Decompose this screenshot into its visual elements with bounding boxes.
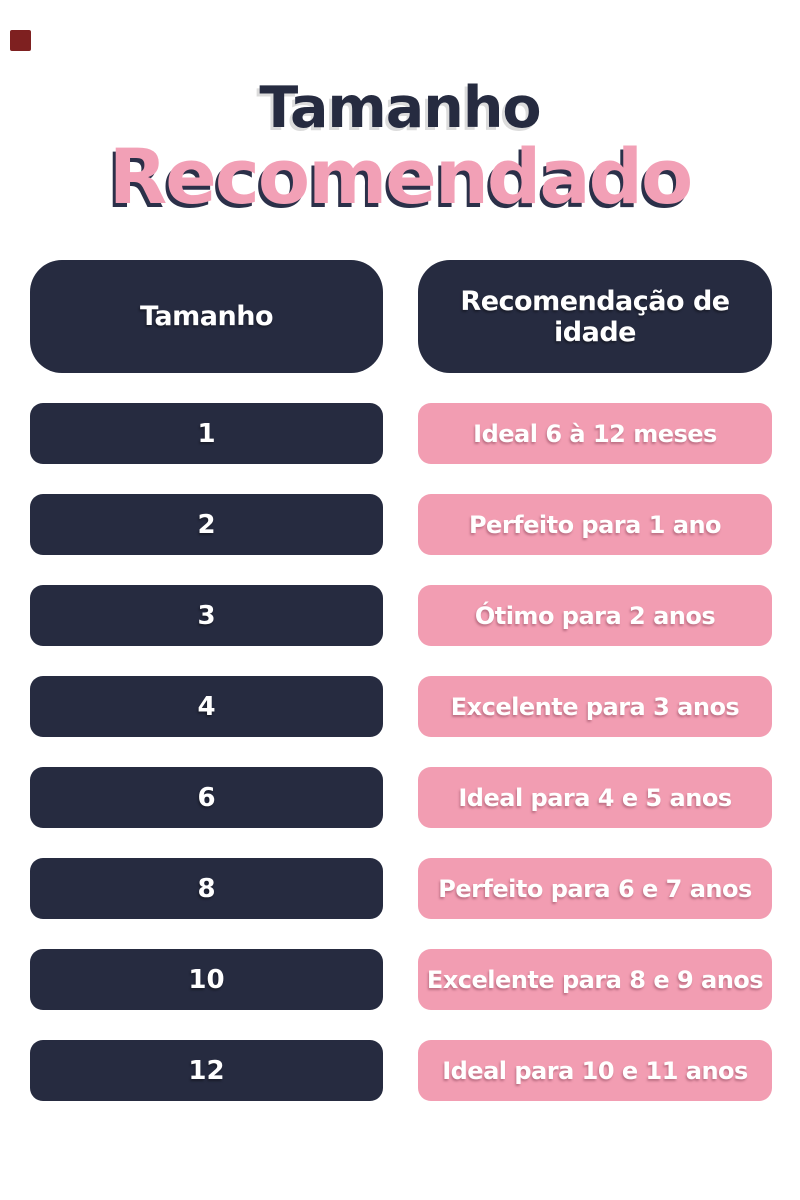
size-table: Tamanho Recomendação de idade 1 Ideal 6 … xyxy=(30,260,772,1101)
size-cell: 8 xyxy=(30,858,383,919)
page-title-line2: Recomendado xyxy=(108,132,693,221)
size-cell-label: 6 xyxy=(197,782,216,813)
recommendation-cell-label: Ideal para 4 e 5 anos xyxy=(458,783,732,812)
recommendation-cell: Perfeito para 6 e 7 anos xyxy=(418,858,772,919)
recommendation-cell: Ideal 6 à 12 meses xyxy=(418,403,772,464)
size-cell: 3 xyxy=(30,585,383,646)
recommendation-cell-label: Ideal para 10 e 11 anos xyxy=(442,1056,748,1085)
size-cell: 1 xyxy=(30,403,383,464)
size-cell-label: 12 xyxy=(188,1055,225,1086)
size-cell: 6 xyxy=(30,767,383,828)
column-header-recommendation-label: Recomendação de idade xyxy=(460,285,730,348)
size-cell-label: 2 xyxy=(197,509,216,540)
page-title-line1: Tamanho xyxy=(259,75,541,141)
title-block: Tamanho Recomendado xyxy=(0,0,800,215)
column-header-size-label: Tamanho xyxy=(139,301,274,332)
recommendation-cell-label: Perfeito para 1 ano xyxy=(468,510,722,539)
size-cell-label: 8 xyxy=(197,873,216,904)
column-header-size: Tamanho xyxy=(30,260,383,373)
size-cell: 2 xyxy=(30,494,383,555)
size-table-grid: Tamanho Recomendação de idade 1 Ideal 6 … xyxy=(30,260,772,1101)
size-cell-label: 10 xyxy=(188,964,225,995)
recommendation-cell: Ótimo para 2 anos xyxy=(418,585,772,646)
recommendation-cell-label: Ótimo para 2 anos xyxy=(474,601,716,630)
recommendation-cell: Excelente para 8 e 9 anos xyxy=(418,949,772,1010)
size-cell: 12 xyxy=(30,1040,383,1101)
size-cell-label: 3 xyxy=(197,600,216,631)
size-cell: 4 xyxy=(30,676,383,737)
size-cell-label: 1 xyxy=(197,418,216,449)
size-cell: 10 xyxy=(30,949,383,1010)
column-header-recommendation: Recomendação de idade xyxy=(418,260,772,373)
size-cell-label: 4 xyxy=(197,691,216,722)
recommendation-cell: Ideal para 4 e 5 anos xyxy=(418,767,772,828)
corner-marker xyxy=(10,30,31,51)
recommendation-cell: Ideal para 10 e 11 anos xyxy=(418,1040,772,1101)
recommendation-cell-label: Perfeito para 6 e 7 anos xyxy=(438,874,752,903)
recommendation-cell: Excelente para 3 anos xyxy=(418,676,772,737)
recommendation-cell-label: Ideal 6 à 12 meses xyxy=(473,419,717,448)
recommendation-cell-label: Excelente para 8 e 9 anos xyxy=(426,965,764,994)
recommendation-cell: Perfeito para 1 ano xyxy=(418,494,772,555)
recommendation-cell-label: Excelente para 3 anos xyxy=(450,692,740,721)
